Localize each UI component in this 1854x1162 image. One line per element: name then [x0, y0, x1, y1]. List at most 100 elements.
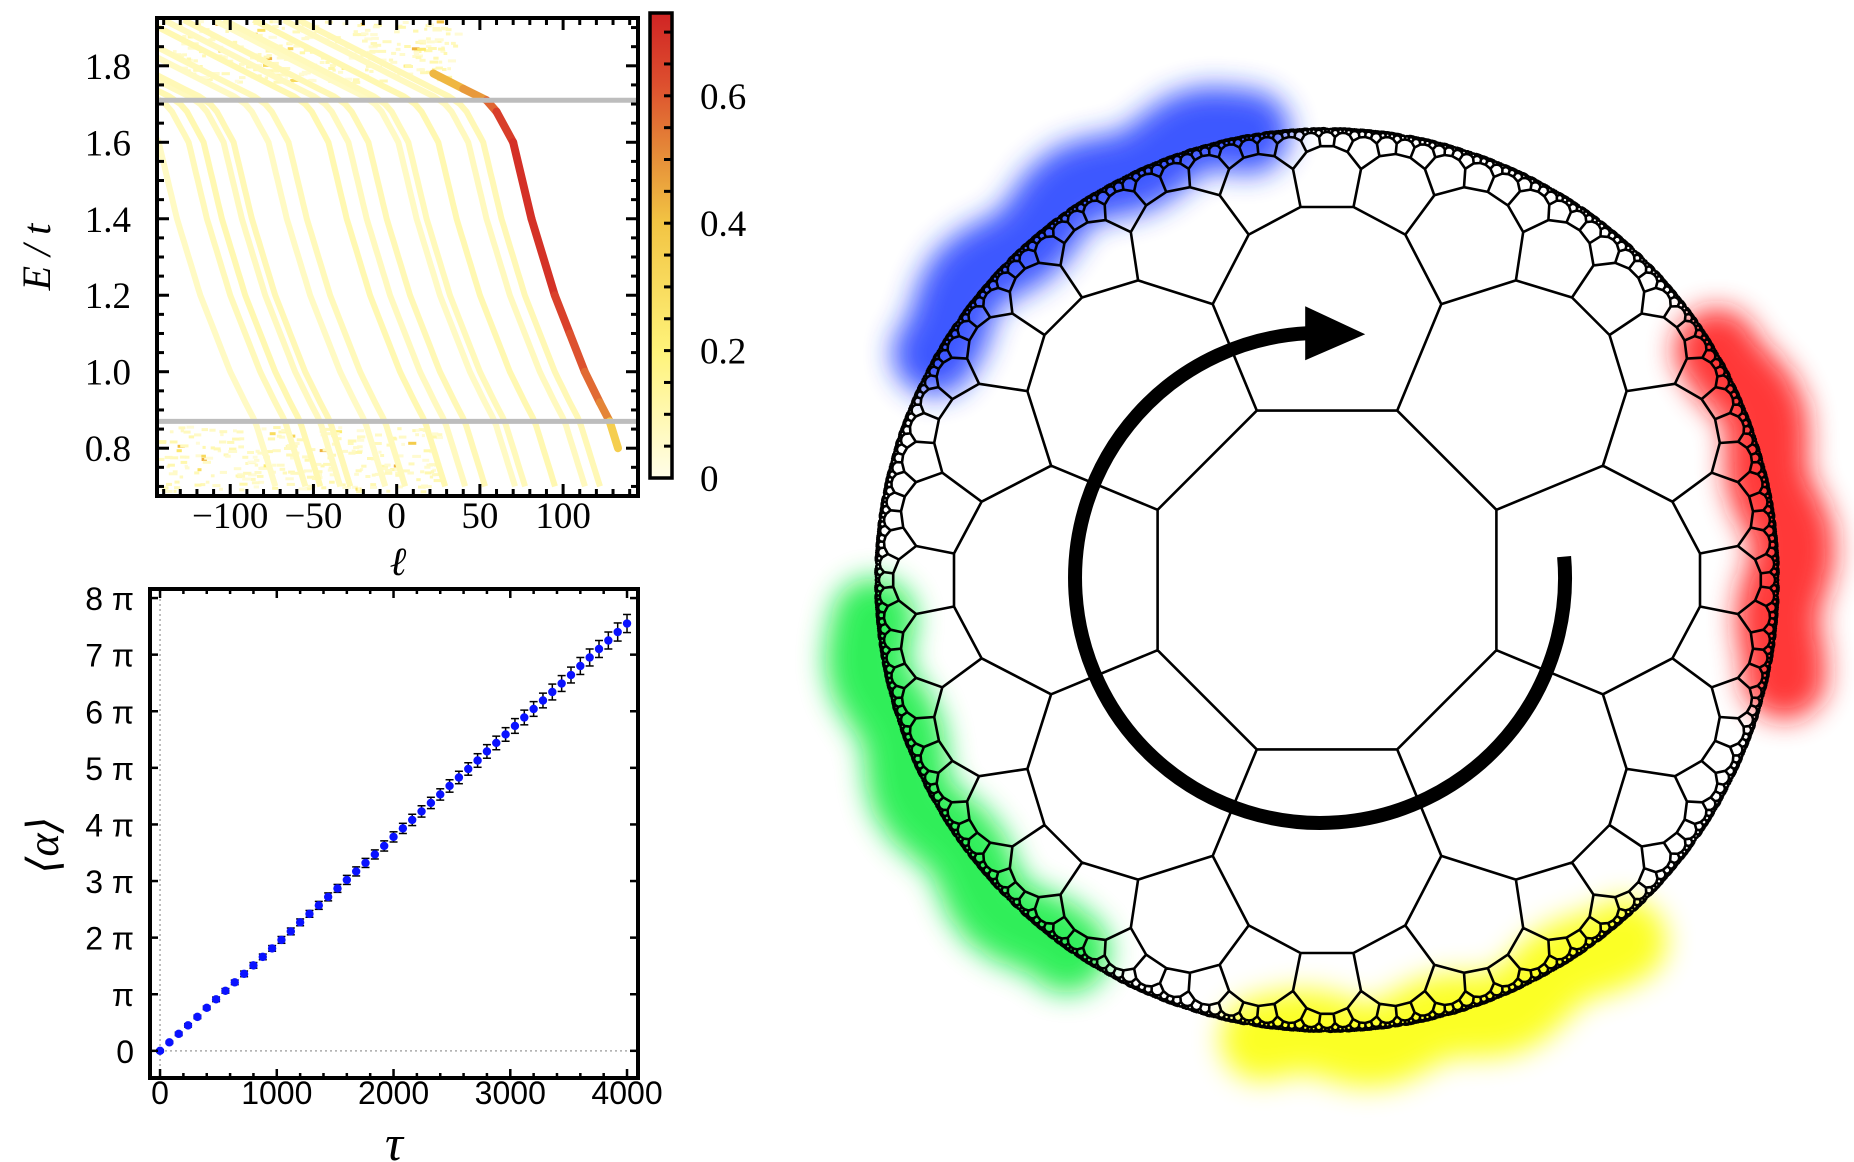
- heatmap-cell: [424, 465, 431, 469]
- heatmap-faint-branch: [252, 18, 558, 488]
- heatmap-cell: [176, 449, 182, 453]
- heatmap-cell: [328, 67, 335, 70]
- data-point: [417, 807, 426, 816]
- heatmap-cell: [379, 79, 388, 83]
- heatmap-cell: [395, 47, 401, 51]
- heatmap-cell: [422, 458, 430, 462]
- heatmap-cell: [169, 440, 178, 444]
- heatmap-cell: [310, 448, 316, 452]
- heatmap-cell: [430, 470, 435, 474]
- scatter-ytick-label: 7 π: [85, 638, 134, 674]
- heatmap-cell: [342, 22, 347, 26]
- heatmap-cell: [432, 473, 436, 477]
- heatmap-cell: [420, 71, 429, 75]
- heatmap-cell: [391, 51, 397, 55]
- hyperbolic-tiling-edges: [874, 126, 1780, 1034]
- heatmap-cell: [397, 427, 402, 431]
- heatmap-cell: [326, 432, 334, 436]
- heatmap-cell: [445, 32, 451, 36]
- heatmap-cell: [320, 464, 325, 468]
- heatmap-cell: [312, 462, 322, 466]
- heatmap-cell: [210, 474, 215, 478]
- heatmap-cell: [193, 59, 198, 63]
- heatmap-cell: [365, 68, 369, 72]
- heatmap-cell: [168, 472, 178, 476]
- heatmap-xtick-label: −100: [192, 496, 268, 537]
- data-point: [249, 961, 258, 970]
- data-point: [622, 619, 632, 628]
- data-point: [613, 627, 622, 637]
- heatmap-cell: [290, 79, 299, 82]
- heatmap-cell: [307, 79, 317, 83]
- data-point: [361, 858, 370, 868]
- heatmap-cell: [178, 426, 186, 430]
- yellow-region: [1582, 899, 1667, 983]
- heatmap-cell: [397, 25, 406, 29]
- heatmap-faint-branch: [162, 18, 468, 488]
- heatmap-cell: [272, 449, 281, 453]
- data-point: [389, 832, 398, 842]
- heatmap-cell: [373, 442, 382, 445]
- heatmap-cell: [201, 454, 206, 458]
- heatmap-cell: [293, 44, 301, 48]
- scatter-ytick-label: 5 π: [85, 751, 134, 787]
- heatmap-cell: [352, 33, 360, 37]
- heatmap-cell: [437, 433, 443, 437]
- heatmap-cell: [362, 39, 368, 43]
- heatmap-cell: [420, 490, 427, 494]
- heatmap-cell: [304, 458, 310, 462]
- heatmap-cell: [166, 465, 170, 469]
- heatmap-cell: [264, 76, 269, 80]
- data-point: [594, 644, 604, 654]
- data-point: [286, 927, 295, 936]
- heatmap-cell: [418, 39, 426, 43]
- heatmap-cell: [364, 37, 373, 41]
- heatmap-cell: [342, 486, 352, 489]
- heatmap-dominant-branch-segment: [492, 107, 518, 147]
- heatmap-cell: [227, 440, 235, 444]
- heatmap-cell: [233, 429, 237, 433]
- tiling-diagram: [824, 86, 1836, 1088]
- heatmap-cell: [424, 471, 432, 475]
- heatmap-cell: [423, 449, 431, 453]
- heatmap-cell: [381, 467, 388, 471]
- heatmap-cell: [245, 462, 249, 465]
- heatmap-cell: [280, 73, 289, 77]
- heatmap-cell: [433, 56, 439, 60]
- data-point: [277, 935, 286, 945]
- heatmap-cell: [393, 464, 398, 468]
- heatmap-cell: [257, 53, 262, 56]
- heatmap-cell: [426, 40, 435, 44]
- heatmap-ytick-label: 1.6: [85, 123, 131, 164]
- heatmap-cell: [184, 455, 190, 459]
- heatmap-cell: [290, 471, 300, 475]
- data-point: [295, 918, 305, 927]
- heatmap-cell: [261, 427, 267, 431]
- scatter-xlabel: τ: [385, 1115, 405, 1162]
- heatmap-ytick-label: 1.2: [85, 276, 131, 317]
- heatmap-cell: [184, 464, 188, 468]
- heatmap-cell: [332, 68, 336, 72]
- heatmap-cell: [257, 28, 266, 32]
- heatmap-cell: [319, 61, 325, 64]
- heatmap-cell: [378, 450, 382, 454]
- heatmap-cell: [390, 60, 398, 64]
- heatmap-cell: [436, 436, 443, 440]
- heatmap-cell: [443, 52, 448, 55]
- heatmap-cell: [276, 463, 285, 467]
- data-point: [538, 696, 548, 705]
- heatmap-cell: [285, 477, 294, 481]
- heatmap-cell: [329, 473, 335, 477]
- data-point: [193, 1012, 202, 1022]
- heatmap-cell: [394, 468, 400, 472]
- data-point: [548, 687, 557, 697]
- heatmap-cell: [375, 433, 382, 437]
- heatmap-cell: [398, 435, 407, 439]
- data-point: [398, 824, 408, 833]
- heatmap-cell: [238, 445, 244, 449]
- heatmap-cell: [377, 49, 387, 53]
- heatmap-cell: [236, 430, 244, 434]
- heatmap-cell: [318, 473, 322, 477]
- heatmap-cell: [167, 463, 175, 467]
- heatmap-cell: [180, 460, 188, 464]
